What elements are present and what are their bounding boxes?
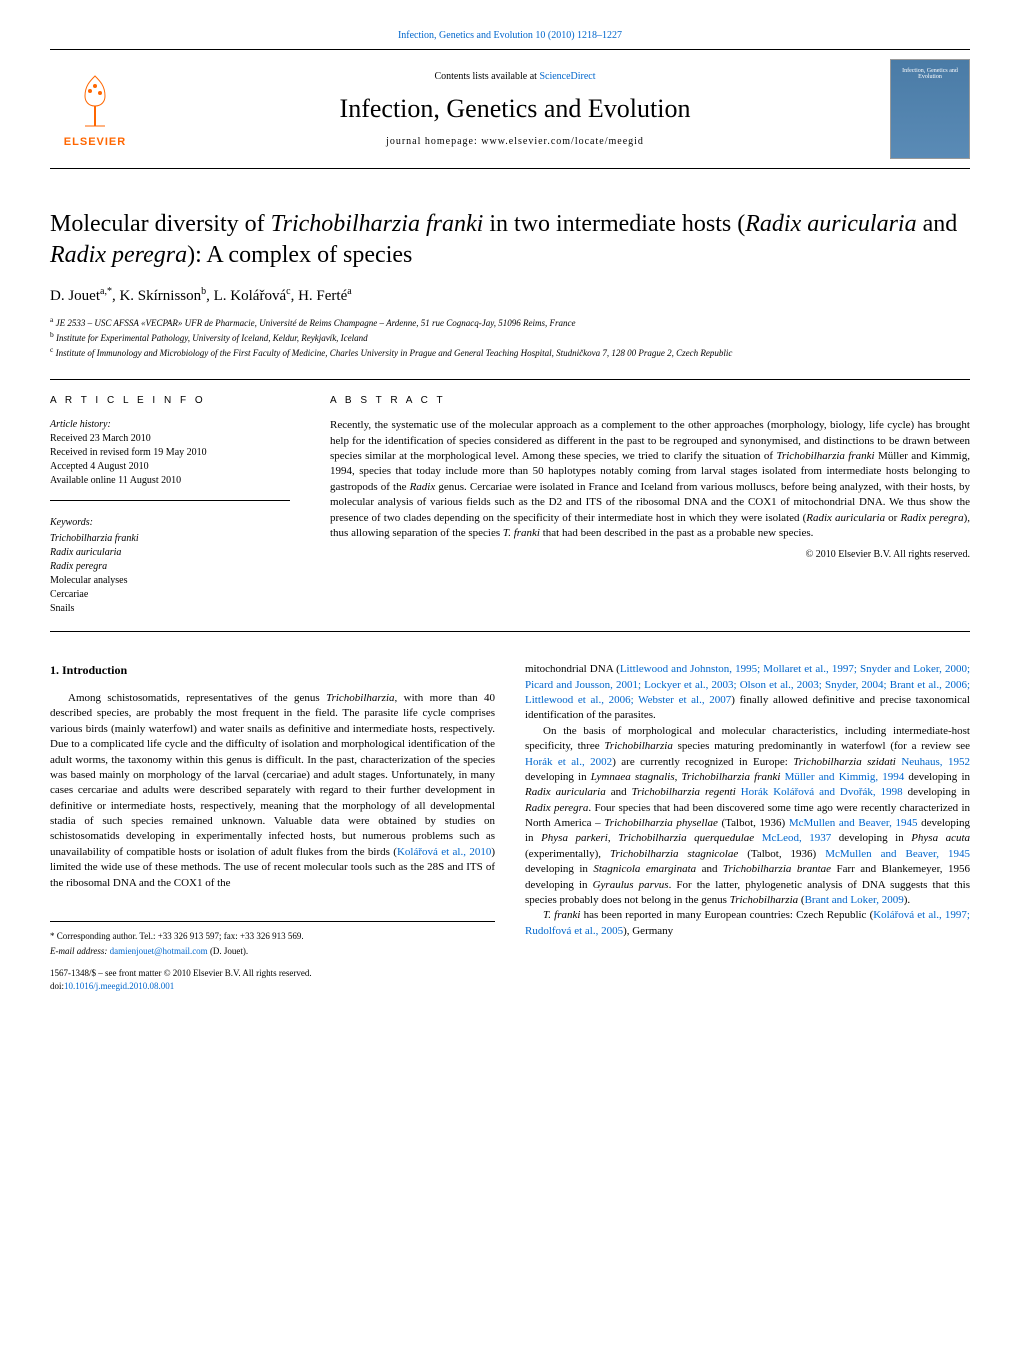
keywords-label: Keywords: bbox=[50, 516, 290, 530]
homepage-prefix: journal homepage: bbox=[386, 136, 481, 147]
intro-heading: 1. Introduction bbox=[50, 662, 495, 679]
citation-link[interactable]: McMullen and Beaver, 1945 bbox=[825, 848, 970, 860]
doi-link[interactable]: 10.1016/j.meegid.2010.08.001 bbox=[64, 981, 174, 991]
citation-link[interactable]: Neuhaus, 1952 bbox=[901, 756, 970, 768]
journal-header: ELSEVIER Contents lists available at Sci… bbox=[50, 49, 970, 169]
cover-title: Infection, Genetics and Evolution bbox=[895, 68, 965, 80]
journal-citation[interactable]: Infection, Genetics and Evolution 10 (20… bbox=[50, 30, 970, 41]
intro-paragraph: T. franki has been reported in many Euro… bbox=[525, 908, 970, 939]
intro-paragraph: Among schistosomatids, representatives o… bbox=[50, 691, 495, 891]
accepted-date: Accepted 4 August 2010 bbox=[50, 460, 290, 474]
right-column: mitochondrial DNA (Littlewood and Johnst… bbox=[525, 662, 970, 992]
footer: * Corresponding author. Tel.: +33 326 91… bbox=[50, 921, 495, 992]
citation-link[interactable]: Horák et al., 2002 bbox=[525, 756, 612, 768]
citation-link[interactable]: McLeod, 1937 bbox=[762, 832, 832, 844]
contents-line: Contents lists available at ScienceDirec… bbox=[140, 71, 890, 82]
online-date: Available online 11 August 2010 bbox=[50, 474, 290, 488]
citation-link[interactable]: Brant and Loker, 2009 bbox=[805, 894, 904, 906]
header-center: Contents lists available at ScienceDirec… bbox=[140, 71, 890, 147]
abstract-text: Recently, the systematic use of the mole… bbox=[330, 418, 970, 541]
citation-link[interactable]: McMullen and Beaver, 1945 bbox=[789, 817, 918, 829]
keyword: Molecular analyses bbox=[50, 574, 290, 588]
email-link[interactable]: damienjouet@hotmail.com bbox=[110, 946, 208, 956]
intro-paragraph: On the basis of morphological and molecu… bbox=[525, 724, 970, 909]
email-line: E-mail address: damienjouet@hotmail.com … bbox=[50, 945, 495, 958]
received-date: Received 23 March 2010 bbox=[50, 432, 290, 446]
info-abstract-section: A R T I C L E I N F O Article history: R… bbox=[50, 379, 970, 632]
left-column: 1. Introduction Among schistosomatids, r… bbox=[50, 662, 495, 992]
intro-paragraph: mitochondrial DNA (Littlewood and Johnst… bbox=[525, 662, 970, 724]
journal-title: Infection, Genetics and Evolution bbox=[140, 94, 890, 124]
authors: D. Joueta,*, K. Skírnissonb, L. Kolářová… bbox=[50, 286, 970, 305]
elsevier-label: ELSEVIER bbox=[64, 136, 126, 148]
corresponding-author: * Corresponding author. Tel.: +33 326 91… bbox=[50, 930, 495, 943]
article-info: A R T I C L E I N F O Article history: R… bbox=[50, 380, 310, 631]
elsevier-tree-icon bbox=[70, 71, 120, 131]
homepage-line: journal homepage: www.elsevier.com/locat… bbox=[140, 136, 890, 147]
keyword: Cercariae bbox=[50, 588, 290, 602]
copyright: © 2010 Elsevier B.V. All rights reserved… bbox=[330, 549, 970, 560]
keyword: Radix auricularia bbox=[50, 547, 121, 558]
citation-link[interactable]: Horák Kolářová and Dvořák, 1998 bbox=[741, 786, 903, 798]
abstract-heading: A B S T R A C T bbox=[330, 395, 970, 406]
affiliations: a JE 2533 – USC AFSSA «VECPAR» UFR de Ph… bbox=[50, 315, 970, 359]
revised-date: Received in revised form 19 May 2010 bbox=[50, 446, 290, 460]
elsevier-logo[interactable]: ELSEVIER bbox=[50, 59, 140, 159]
keyword: Trichobilharzia franki bbox=[50, 533, 139, 544]
sciencedirect-link[interactable]: ScienceDirect bbox=[539, 71, 595, 82]
keywords: Keywords: Trichobilharzia franki Radix a… bbox=[50, 516, 290, 616]
keyword: Radix peregra bbox=[50, 561, 107, 572]
issn-line: 1567-1348/$ – see front matter © 2010 El… bbox=[50, 967, 495, 980]
article-history: Article history: Received 23 March 2010 … bbox=[50, 418, 290, 501]
homepage-url[interactable]: www.elsevier.com/locate/meegid bbox=[481, 136, 644, 147]
citation-link[interactable]: Kolářová et al., 2010 bbox=[397, 846, 491, 858]
article-info-heading: A R T I C L E I N F O bbox=[50, 395, 290, 406]
article-title: Molecular diversity of Trichobilharzia f… bbox=[50, 209, 970, 271]
citation-link[interactable]: Müller and Kimmig, 1994 bbox=[785, 771, 905, 783]
doi-block: 1567-1348/$ – see front matter © 2010 El… bbox=[50, 967, 495, 992]
journal-cover-thumbnail[interactable]: Infection, Genetics and Evolution bbox=[890, 59, 970, 159]
contents-prefix: Contents lists available at bbox=[434, 71, 539, 82]
history-label: Article history: bbox=[50, 418, 290, 432]
body-text: 1. Introduction Among schistosomatids, r… bbox=[50, 662, 970, 992]
abstract: A B S T R A C T Recently, the systematic… bbox=[310, 380, 970, 631]
keyword: Snails bbox=[50, 602, 290, 616]
